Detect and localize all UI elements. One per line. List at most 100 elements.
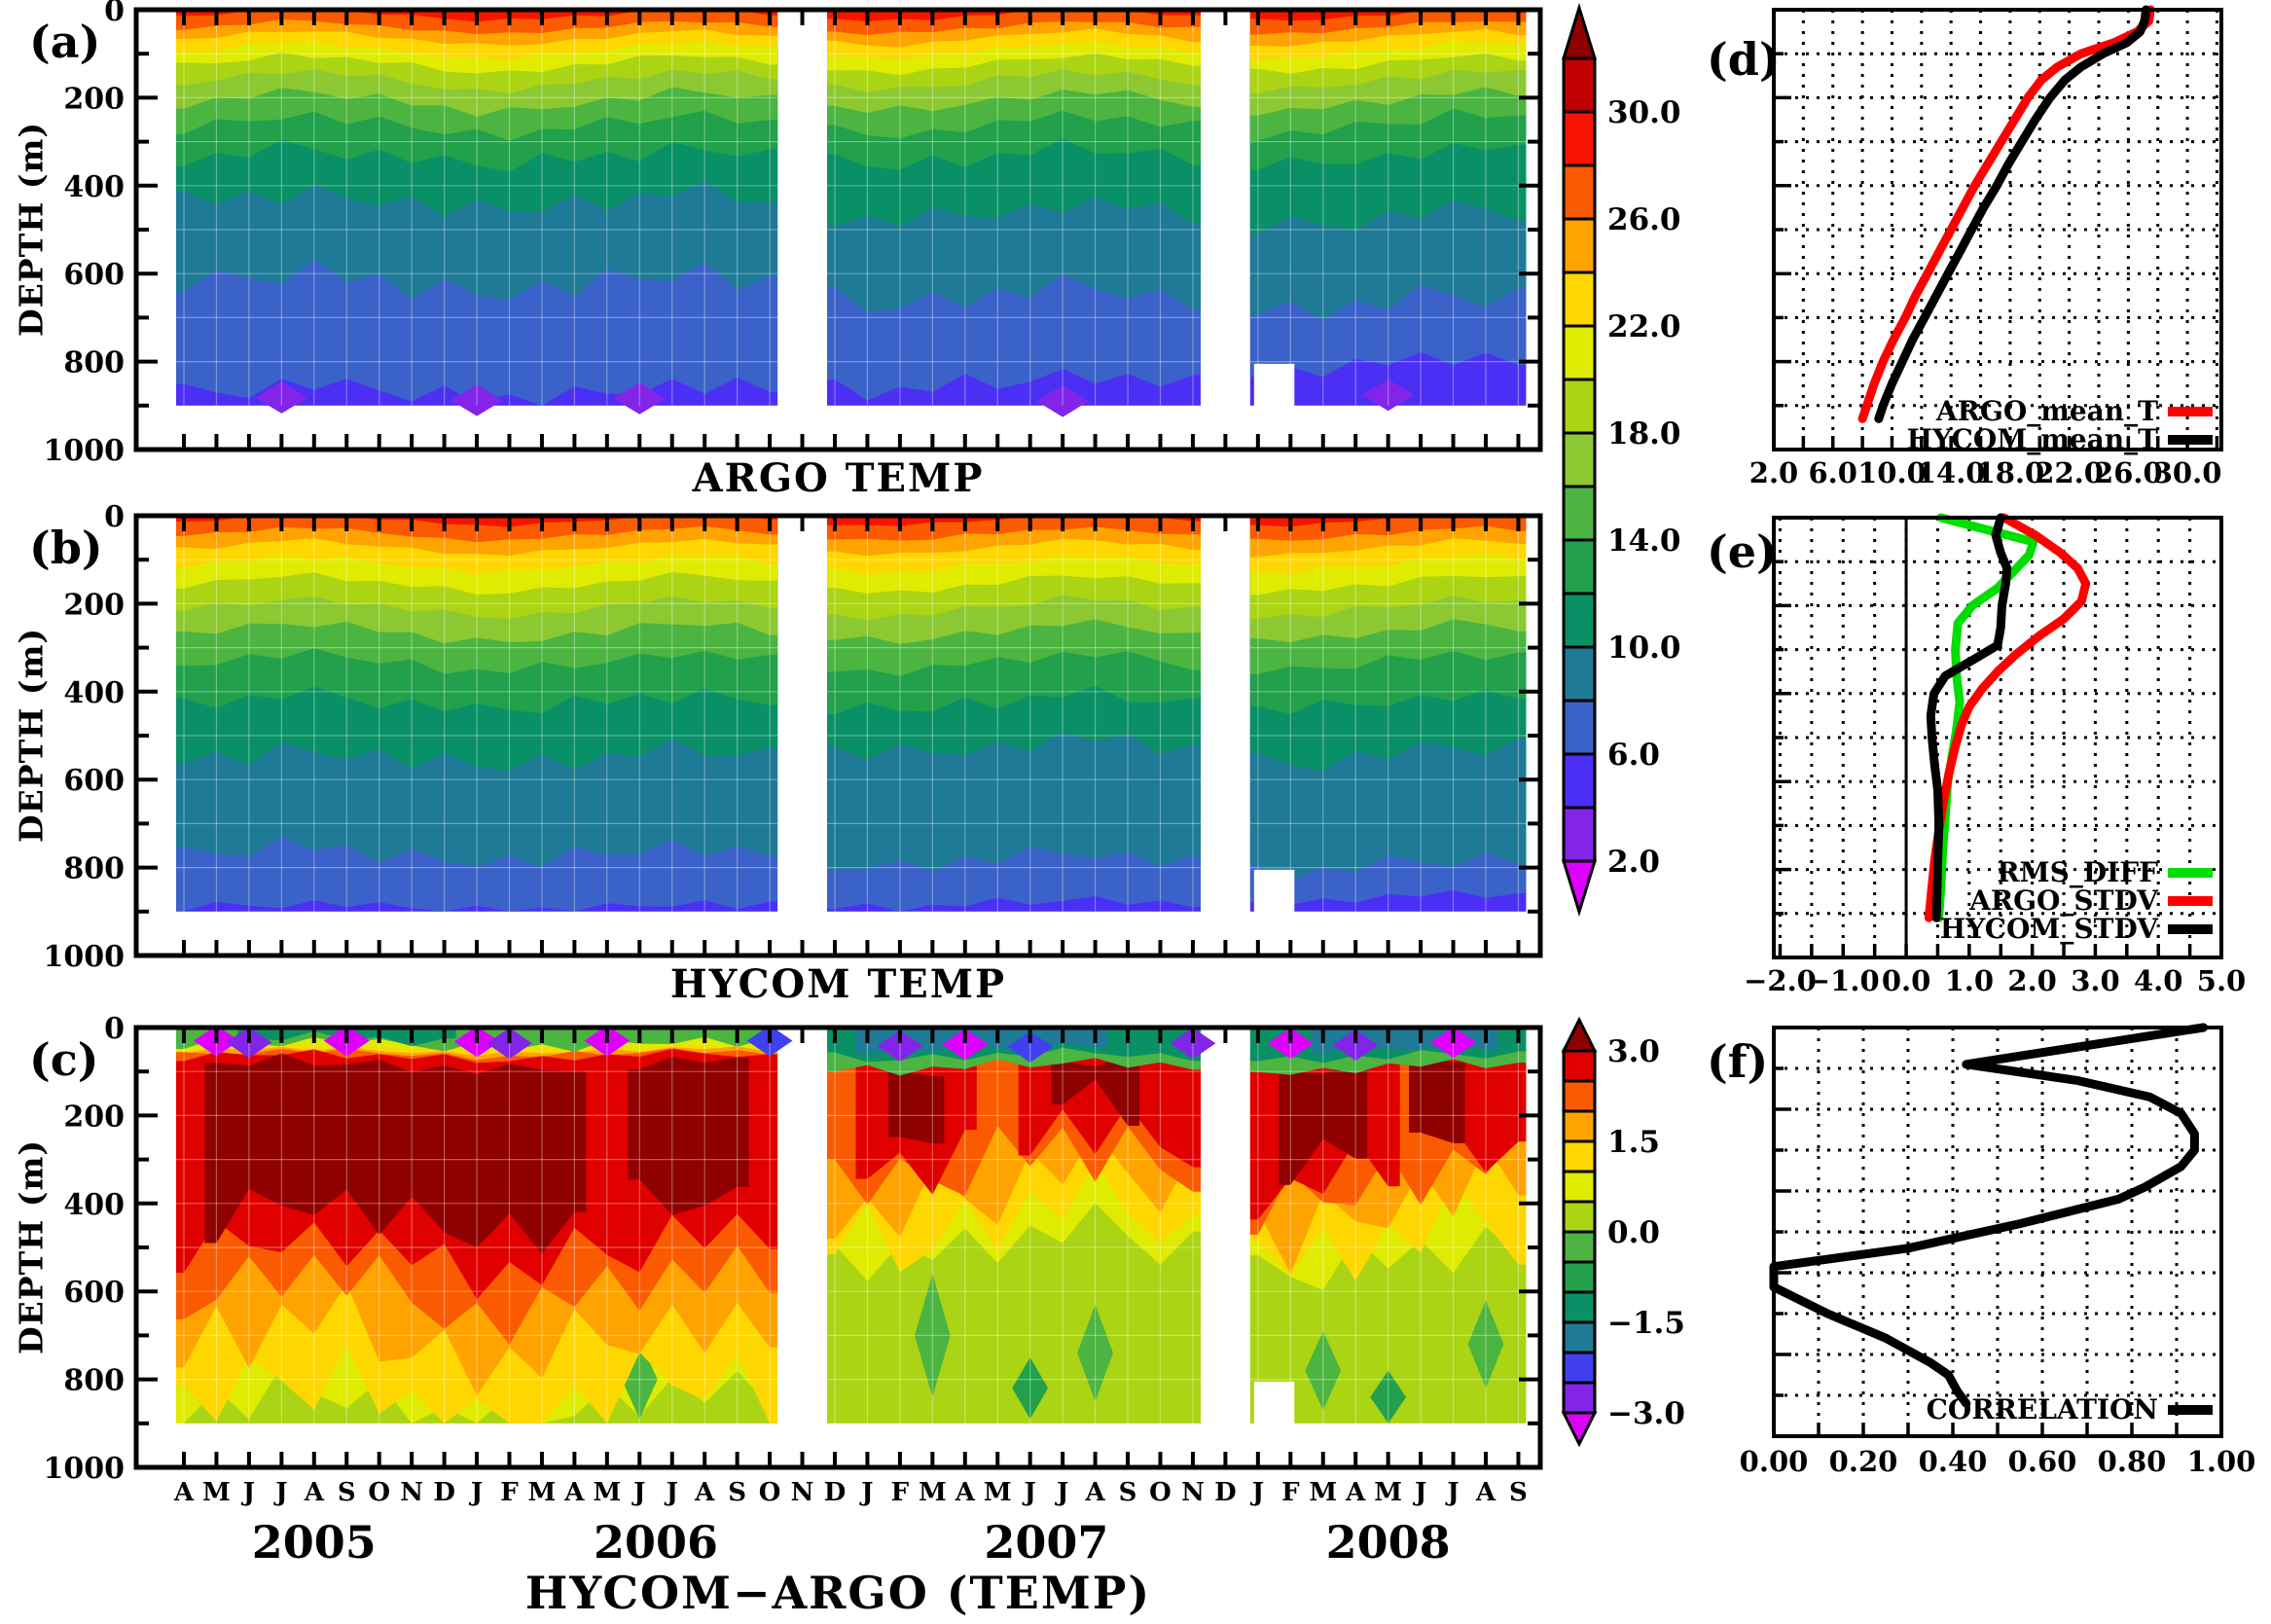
year-label-2006: 2006 [594,1516,719,1569]
axis-ticks [136,10,1540,450]
isotherm-band-28 [827,516,1201,526]
faint-grid [176,10,778,406]
colorbar-segment [1562,217,1597,274]
depth-axis-label-a: DEPTH (m) [12,122,51,337]
panel-e-tag: (e) [1707,525,1778,578]
deep-cold-spot [1036,385,1089,417]
x-tick-label: 5.0 [2197,964,2246,997]
month-label: J [1445,1478,1459,1507]
colorbar-segment [1562,56,1597,114]
diff-bottom-streak [1077,1304,1113,1402]
colorbar-diff-label: 3.0 [1607,1034,1660,1069]
month-label: J [1055,1478,1068,1507]
panel-f-tag: (f) [1707,1035,1769,1088]
month-label: A [173,1478,195,1507]
colorbar-segment [1562,1290,1597,1324]
month-label: O [368,1478,390,1507]
colorbar-temp-label: 30.0 [1607,95,1681,130]
month-label: S [1509,1478,1528,1507]
colorbar-segment [1562,163,1597,221]
missing-data-notch [1253,1381,1295,1425]
month-label: S [1119,1478,1137,1507]
profile-panel-e: −2.0−1.0 0.0 1.0 2.0 3.0 4.0 5.0 RMS_DIFFARGO_S… [1744,513,2246,997]
axis-ticks [136,516,1540,956]
panel-c-title: HYCOM−ARGO (TEMP) [524,1567,1152,1619]
x-tick-label: 14.0 [1917,456,1986,489]
diff-surface-spot [1267,1028,1314,1060]
colorbar-arrow-top [1561,2,1598,60]
colorbar-segment [1562,806,1597,863]
colorbar-diff-label: −1.5 [1607,1306,1685,1341]
month-label: S [338,1478,356,1507]
contour-panel-a: 0 200 400 600 800 1000 [44,0,1543,468]
diff-bottom-streak [1467,1300,1504,1389]
contour-panel-b: 0 200 400 600 800 1000 [44,500,1543,974]
faint-grid [176,1028,778,1424]
x-tick-label: 4.0 [2134,964,2182,997]
month-label: M [1309,1478,1337,1507]
colorbar-segment [1562,1049,1597,1083]
diff-surface-spot [1170,1028,1216,1060]
colorbar-segment [1562,752,1597,810]
colorbar-segment [1562,485,1597,542]
colorbar-temp-label: 14.0 [1607,523,1681,559]
faint-grid [176,516,778,912]
contour-panel-c: 0 200 400 600 800 1000 [44,1012,1543,1486]
diff-surface-spot [1332,1029,1379,1062]
depth-tick-label: 0 [104,500,125,534]
panel-c-tag: (c) [29,1033,99,1086]
colorbar-segment [1562,1139,1597,1173]
x-tick-label: 0.20 [1829,1445,1898,1478]
legend-label-hycom_stdv: HYCOM_STDV [1940,913,2159,945]
depth-axis-label-b: DEPTH (m) [12,628,51,843]
diff-bottom-streak [1305,1330,1342,1411]
diff-surface-spot [1007,1030,1054,1063]
colorbar-temp-label: 18.0 [1607,416,1681,451]
faint-grid [827,1028,1201,1424]
month-label: J [1413,1478,1426,1507]
colorbar-segment [1562,1260,1597,1294]
depth-tick-label: 600 [63,764,125,798]
x-tick-label: 0.0 [1882,964,1930,997]
month-label: M [984,1478,1012,1507]
diff-bottom-streak [1012,1357,1049,1420]
series-correlation [1769,1023,2209,1408]
isotherm-band-28 [1249,516,1527,527]
diff-surface-spot [877,1030,923,1062]
legend-label-rms_diff: RMS_DIFF [1997,856,2158,888]
diff-band [628,1057,749,1215]
deep-cold-spot [451,384,503,416]
depth-axis-label-c: DEPTH (m) [12,1139,51,1354]
month-label: A [563,1478,585,1507]
panel-d-tag: (d) [1707,33,1781,86]
month-label: J [1250,1478,1264,1507]
month-label: M [1374,1478,1402,1507]
depth-tick-label: 0 [104,1012,125,1046]
depth-tick-label: 1000 [44,434,126,468]
depth-tick-label: 400 [63,1188,125,1222]
faint-grid [827,10,1201,406]
missing-data-notch [1253,363,1295,407]
month-label: D [1214,1478,1237,1507]
depth-tick-label: 1000 [44,1452,126,1486]
colorbar-arrow-top [1561,1016,1598,1053]
colorbar-temp-label: 6.0 [1607,738,1660,773]
diff-band [1409,1056,1465,1143]
colorbar-diff-label: −3.0 [1607,1396,1685,1431]
month-label: A [955,1478,976,1507]
month-label: F [1281,1478,1300,1507]
panel-a-title: ARGO TEMP [692,455,985,501]
month-label: J [859,1478,873,1507]
colorbar-segment [1562,699,1597,756]
month-label: M [593,1478,621,1507]
colorbar-segment [1562,1230,1597,1264]
depth-tick-label: 400 [63,170,125,204]
deep-cold-spot [255,381,308,414]
month-label: D [824,1478,847,1507]
axis-ticks [1774,559,2223,957]
deep-cold-spot [613,382,667,415]
month-label: N [400,1478,423,1507]
diff-surface-spot [487,1028,532,1060]
